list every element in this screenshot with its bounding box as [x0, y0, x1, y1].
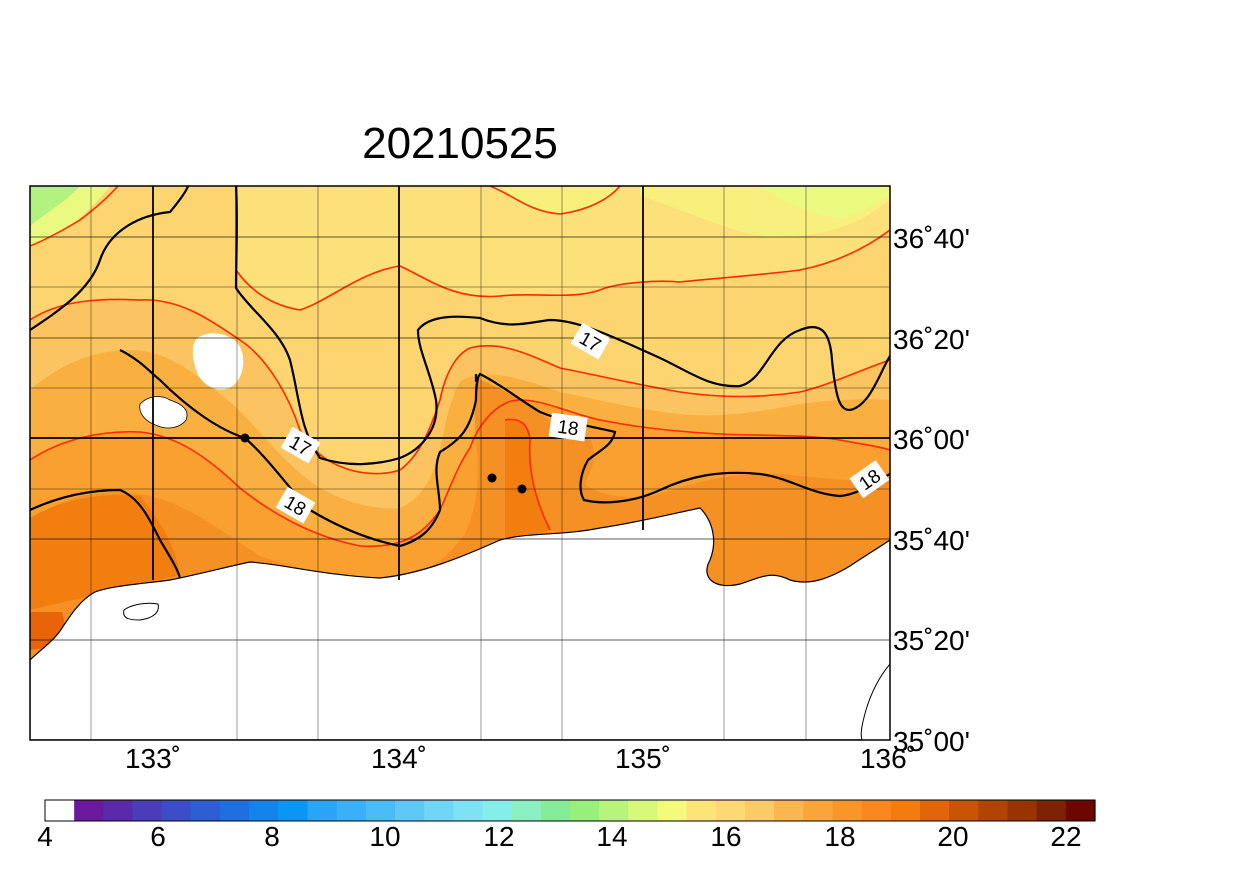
colorbar-swatch: [774, 800, 804, 821]
colorbar-tick-label: 14: [596, 821, 627, 852]
island-shimane-inset: [123, 602, 159, 621]
colorbar-swatch: [190, 800, 221, 821]
sst-band-15: [760, 186, 890, 218]
colorbar-swatch: [482, 800, 513, 821]
sst-band-155-nw: [30, 186, 110, 246]
colorbar-swatch: [161, 800, 192, 821]
lat-tick-label: 36˚20': [893, 324, 970, 355]
sst-band-19: [30, 494, 180, 610]
lon-tick-label: 136˚: [860, 743, 916, 774]
colorbar-swatch: [949, 800, 979, 821]
colorbar-tick-label: 4: [37, 821, 53, 852]
colorbar-tick-label: 22: [1050, 821, 1081, 852]
colorbar-swatch: [657, 800, 688, 821]
colorbar-swatch: [1065, 800, 1096, 821]
colorbar-swatch: [599, 800, 629, 821]
colorbar-swatch: [220, 800, 250, 821]
colorbar-swatch: [540, 800, 571, 821]
colorbar-swatch: [395, 800, 425, 821]
lon-tick-label: 135˚: [615, 743, 671, 774]
lat-tick-label: 35˚00': [893, 726, 970, 757]
east-coast-sliver: [860, 663, 890, 740]
colorbar: [44, 799, 1096, 822]
colorbar-swatch: [890, 800, 921, 821]
colorbar-swatch: [832, 800, 863, 821]
map-panel: [30, 186, 890, 740]
sst-band-19-core: [505, 419, 550, 545]
colorbar-swatch: [365, 800, 396, 821]
station-dot: [517, 484, 527, 494]
colorbar-swatch: [861, 800, 892, 821]
colorbar-tick-label: 12: [483, 821, 514, 852]
colorbar-tick-label: 18: [824, 821, 855, 852]
lon-tick-label: 133˚: [125, 743, 181, 774]
colorbar-frame: [44, 799, 1096, 822]
colorbar-swatch: [920, 800, 950, 821]
sst-band-15-nw: [30, 186, 80, 226]
colorbar-swatch: [628, 800, 659, 821]
colorbar-swatch: [249, 800, 279, 821]
map-title: 20210525: [362, 119, 558, 168]
map-frame: [29, 185, 891, 741]
graticule: [30, 186, 890, 740]
colorbar-swatch: [1036, 800, 1067, 821]
graticule-major: [30, 186, 890, 580]
lon-tick-label: 134˚: [371, 743, 427, 774]
colorbar-swatch: [803, 800, 834, 821]
colorbar-tick-label: 20: [937, 821, 968, 852]
colorbar-swatch: [307, 800, 338, 821]
contour-label-18-center: 18: [556, 417, 580, 441]
land-honshu: [30, 507, 890, 740]
lat-tick-label: 35˚20': [893, 625, 970, 656]
colorbar-swatch: [686, 800, 717, 821]
lat-axis: 36˚40' 36˚20' 36˚00' 35˚40' 35˚20' 35˚00…: [893, 223, 970, 757]
lon-axis: 133˚ 134˚ 135˚ 136˚: [125, 743, 916, 774]
colorbar-swatch: [278, 800, 309, 821]
colorbar-tick-label: 6: [150, 821, 166, 852]
colorbar-tick-label: 8: [264, 821, 280, 852]
colorbar-swatch: [511, 800, 542, 821]
colorbar-swatch: [74, 800, 104, 821]
colorbar-tick-label: 10: [369, 821, 400, 852]
colorbar-swatch: [570, 800, 600, 821]
colorbar-tick-label: 16: [710, 821, 741, 852]
colorbar-swatch: [715, 800, 746, 821]
colorbar-ticks: 4 6 8 10 12 14 16 18 20 22: [37, 821, 1081, 852]
lat-tick-label: 36˚40': [893, 223, 970, 254]
station-dot: [240, 433, 250, 443]
lat-tick-label: 36˚00': [893, 424, 970, 455]
island-oki-dozen: [139, 396, 188, 429]
colorbar-swatch: [336, 800, 367, 821]
station-dot: [487, 473, 497, 483]
colorbar-swatch: [45, 800, 75, 821]
colorbar-swatch: [103, 800, 134, 821]
colorbar-swatch: [132, 800, 163, 821]
major-contours: [30, 186, 890, 579]
colorbar-swatch: [745, 800, 775, 821]
station-markers: [240, 433, 527, 494]
colorbar-swatch: [1007, 800, 1038, 821]
colorbar-swatch: [978, 800, 1009, 821]
colorbar-swatch: [453, 800, 484, 821]
lat-tick-label: 35˚40': [893, 525, 970, 556]
colorbar-swatch: [424, 800, 454, 821]
